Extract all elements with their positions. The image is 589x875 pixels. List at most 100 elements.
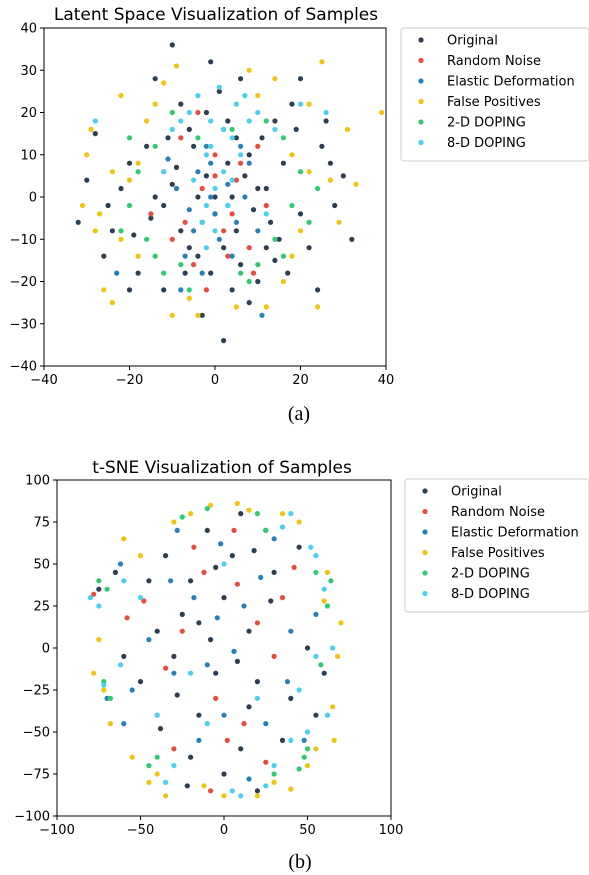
panel-a-x-axis: −40 −20 0 20 40 — [30, 366, 394, 388]
panel-a-point-false-positives-6 — [379, 109, 385, 116]
panel-a-point-8-d-doping-7 — [233, 101, 239, 107]
panel-b-point-false-positives-18 — [171, 519, 177, 525]
panel-a-point-false-positives-23 — [144, 118, 150, 124]
panel-b-caption: (b) — [288, 851, 311, 873]
panel-b-point-elastic-deformation-15 — [221, 712, 227, 718]
panel-a-point-false-positives-2 — [92, 228, 98, 234]
panel-b-point-original-13 — [154, 628, 160, 634]
panel-b-point-8-d-doping-3 — [288, 510, 294, 517]
panel-a-point-8-d-doping-14 — [203, 202, 209, 209]
panel-a-legend-marker-3 — [418, 98, 424, 105]
panel-a-point-random-noise-1 — [229, 211, 235, 217]
panel-a-point-original-40 — [229, 287, 235, 293]
panel-b-point-random-noise-2 — [179, 628, 185, 634]
panel-b-point-8-d-doping-15 — [238, 793, 244, 799]
panel-a-point-2-d-doping-12 — [186, 287, 192, 293]
panel-a-point-original-60 — [152, 76, 158, 82]
panel-a-point-2-d-doping-22 — [280, 253, 286, 259]
panel-b-point-2-d-doping-14 — [179, 514, 185, 520]
panel-b-legend-box — [404, 478, 589, 613]
panel-b-y-tick-label-2: −50 — [23, 726, 50, 741]
panel-b-point-elastic-deformation-20 — [121, 721, 127, 727]
panel-a-point-8-d-doping-22 — [272, 126, 278, 132]
panel-b-point-random-noise-9 — [224, 737, 230, 744]
panel-b-point-false-positives-21 — [91, 670, 97, 676]
panel-a-point-original-63 — [178, 228, 184, 234]
panel-a-point-2-d-doping-16 — [306, 219, 312, 225]
panel-b-y-tick-label-7: 75 — [33, 516, 50, 531]
panel-b-point-original-28 — [196, 620, 202, 626]
panel-b-y-tick-label-4: 0 — [42, 642, 50, 657]
panel-b-point-elastic-deformation-4 — [231, 648, 237, 655]
panel-b-point-false-positives-17 — [254, 793, 260, 799]
panel-a-point-elastic-deformation-11 — [246, 160, 252, 166]
panel-b-point-random-noise-6 — [163, 665, 169, 671]
panel-b-point-original-18 — [137, 679, 144, 685]
panel-b-point-original-21 — [238, 510, 244, 517]
panel-a-point-false-positives-29 — [255, 93, 261, 99]
panel-b-point-false-positives-24 — [321, 598, 327, 604]
panel-b-point-random-noise-5 — [241, 721, 247, 727]
panel-a-point-8-d-doping-9 — [216, 84, 222, 90]
panel-a-legend-label-4: 2-D DOPING — [447, 116, 526, 131]
panel-a-point-elastic-deformation-21 — [114, 270, 120, 276]
panel-a-point-2-d-doping-6 — [289, 202, 295, 209]
panel-b-x-axis: −100 −50 0 50 100 — [39, 816, 403, 838]
panel-b-point-original-35 — [213, 564, 219, 571]
panel-b-x-tick-label-3: 50 — [299, 823, 316, 838]
panel-a-point-original-18 — [340, 173, 346, 179]
panel-b-point-elastic-deformation-10 — [271, 536, 277, 542]
panel-a-point-original-53 — [186, 126, 192, 132]
panel-a-point-original-41 — [144, 143, 150, 149]
panel-b-point-original-36 — [251, 548, 257, 554]
panel-a-point-elastic-deformation-10 — [199, 270, 205, 276]
panel-a-point-original-24 — [169, 42, 175, 48]
panel-b-point-original-38 — [157, 726, 164, 732]
panel-b-point-2-d-doping-7 — [318, 662, 324, 668]
panel-b-point-elastic-deformation-2 — [241, 603, 247, 609]
panel-b-legend: Original Random Noise Elastic Deformation F… — [404, 478, 589, 613]
panel-b-point-original-34 — [254, 788, 260, 794]
panel-a-point-8-d-doping-21 — [255, 109, 261, 116]
panel-a-point-random-noise-4 — [212, 152, 218, 158]
panel-a-point-elastic-deformation-8 — [173, 185, 180, 192]
panel-a-point-2-d-doping-23 — [152, 253, 158, 259]
panel-a-point-elastic-deformation-0 — [208, 194, 214, 200]
panel-a-point-8-d-doping-19 — [242, 93, 248, 99]
panel-a-point-2-d-doping-13 — [195, 135, 201, 141]
panel-a-point-random-noise-17 — [148, 211, 154, 217]
panel-a-point-random-noise-5 — [169, 236, 175, 242]
panel-b-legend-label-0: Original — [451, 485, 502, 500]
panel-a-x-tick-label-4: 40 — [378, 373, 395, 388]
panel-b-legend-marker-4 — [422, 570, 428, 576]
panel-a-point-8-d-doping-24 — [92, 118, 98, 124]
panel-a-point-original-69 — [229, 194, 235, 200]
panel-b-point-elastic-deformation-22 — [214, 615, 220, 621]
panel-b-point-8-d-doping-26 — [101, 682, 107, 688]
panel-a-point-elastic-deformation-6 — [203, 143, 209, 149]
panel-a-y-tick-label-3: −10 — [10, 233, 37, 248]
panel-a-point-elastic-deformation-16 — [191, 228, 197, 234]
panel-b-point-random-noise-19 — [231, 527, 237, 534]
panel-b-point-8-d-doping-25 — [308, 544, 314, 550]
panel-b-point-2-d-doping-5 — [313, 569, 319, 576]
panel-a-point-random-noise-2 — [238, 160, 244, 166]
panel-b-point-false-positives-29 — [288, 786, 294, 792]
panel-a-point-8-d-doping-0 — [212, 185, 218, 192]
panel-a-legend-label-3: False Positives — [447, 95, 541, 110]
panel-a-point-2-d-doping-20 — [118, 228, 124, 234]
panel-b-point-elastic-deformation-14 — [301, 737, 307, 744]
panel-b-point-false-positives-12 — [101, 687, 107, 693]
panel-b-point-original-9 — [179, 611, 185, 618]
panel-a-point-false-positives-21 — [186, 295, 192, 301]
panel-a-point-original-39 — [208, 59, 214, 65]
panel-b-point-random-noise-3 — [254, 620, 260, 626]
panel-b-point-original-32 — [112, 569, 118, 576]
panel-a-point-original-57 — [84, 177, 90, 183]
panel-a-plot-area — [75, 42, 385, 344]
panel-a-point-elastic-deformation-13 — [255, 228, 261, 234]
panel-a-point-original-31 — [259, 135, 265, 141]
panel-a-point-8-d-doping-6 — [199, 219, 205, 225]
panel-a-x-tick-label-0: −40 — [30, 373, 57, 388]
panel-a-point-original-44 — [233, 135, 239, 141]
